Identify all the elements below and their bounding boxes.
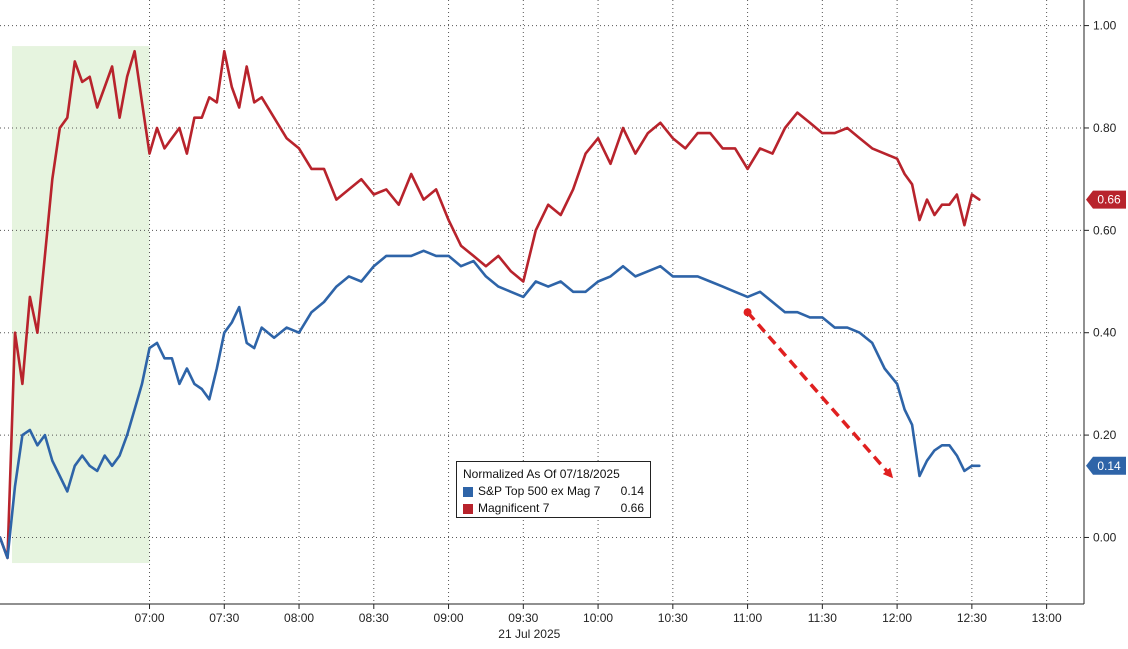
annotation-line	[746, 311, 894, 479]
annotation-arrow	[743, 308, 894, 479]
y-tick-label: 1.00	[1093, 19, 1117, 33]
x-tick-label: 10:30	[658, 611, 688, 625]
legend-item: S&P Top 500 ex Mag 7 0.14	[463, 483, 644, 500]
x-tick-label: 09:30	[508, 611, 538, 625]
x-tick-label: 12:00	[882, 611, 912, 625]
legend-swatch	[463, 486, 473, 497]
x-tick-label: 07:30	[209, 611, 239, 625]
last-value-tag-label: 0.66	[1097, 193, 1121, 207]
last-value-tag-bg	[1086, 190, 1126, 209]
x-tick-label: 10:00	[583, 611, 613, 625]
y-tick-label: 0.80	[1093, 121, 1117, 135]
x-tick-label: 11:00	[733, 611, 762, 625]
legend-value: 0.66	[620, 501, 644, 515]
date-label: 21 Jul 2025	[498, 627, 560, 641]
highlight-region	[12, 46, 150, 564]
legend: Normalized As Of 07/18/2025 S&P Top 500 …	[456, 461, 651, 518]
series-line	[0, 249, 981, 560]
last-value-tag-label: 0.14	[1097, 459, 1121, 473]
last-value-tag: 0.66	[1086, 190, 1126, 209]
y-tick-label: 0.60	[1093, 223, 1117, 237]
legend-label: S&P Top 500 ex Mag 7	[478, 484, 601, 498]
x-tick-label: 09:00	[434, 611, 464, 625]
last-value-tag-bg	[1086, 456, 1126, 475]
y-tick-label: 0.20	[1093, 428, 1117, 442]
legend-swatch	[463, 503, 473, 514]
x-tick-label: 13:00	[1032, 611, 1062, 625]
x-tick-label: 08:00	[284, 611, 314, 625]
legend-label: Magnificent 7	[478, 501, 550, 515]
y-axis: 0.00 0.20 0.40 0.60 0.80 1.00	[1083, 0, 1117, 604]
series-line	[0, 49, 981, 560]
y-tick-label: 0.00	[1093, 530, 1117, 544]
series-lines	[0, 49, 981, 560]
legend-title: Normalized As Of 07/18/2025	[463, 467, 620, 481]
last-value-tag: 0.14	[1086, 456, 1126, 475]
legend-value: 0.14	[620, 484, 644, 498]
x-tick-label: 08:30	[359, 611, 389, 625]
x-tick-label: 11:30	[808, 611, 837, 625]
last-value-tags: 0.14 0.66	[1086, 190, 1126, 475]
x-axis: 07:00 07:30 08:00 08:30 09:00 09:30 10:00 10:30…	[0, 603, 1084, 625]
x-tick-label: 12:30	[957, 611, 987, 625]
legend-item: Magnificent 7 0.66	[463, 500, 644, 517]
x-tick-label: 07:00	[135, 611, 165, 625]
y-tick-label: 0.40	[1093, 326, 1117, 340]
